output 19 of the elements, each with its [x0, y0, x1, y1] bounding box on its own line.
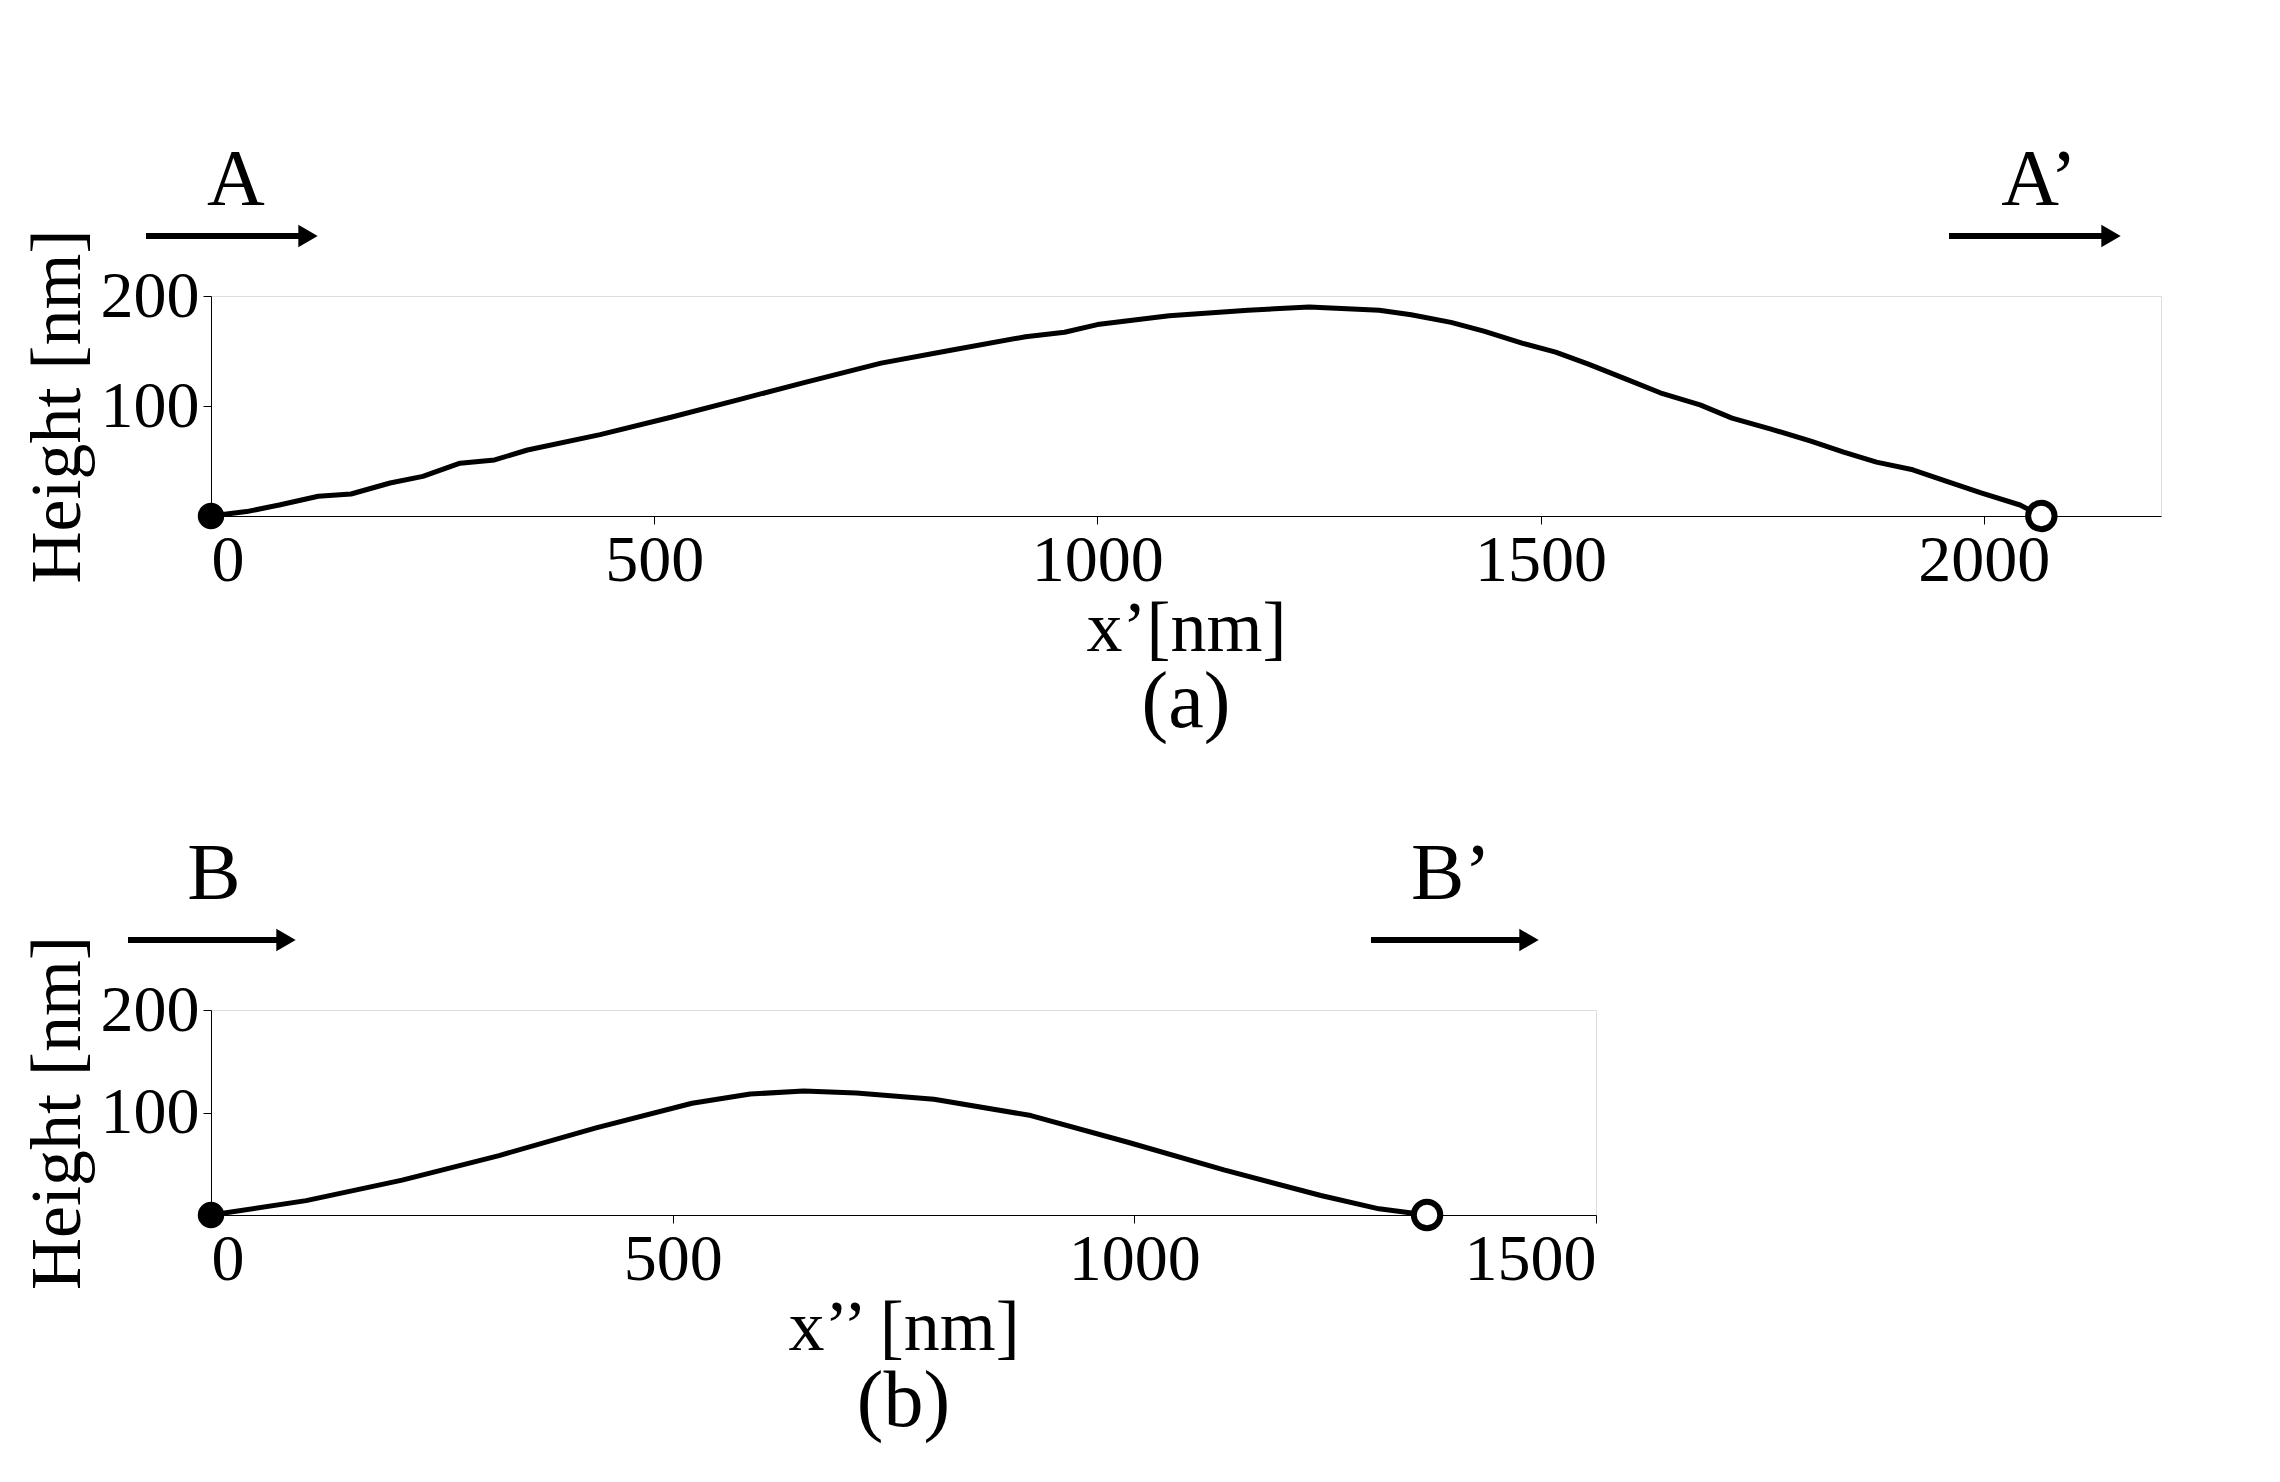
x-tick-label: 500	[623, 1220, 723, 1294]
x-tick-label: 500	[605, 521, 705, 595]
text: B’	[1411, 828, 1491, 916]
y-tick-label: 200	[100, 257, 200, 331]
text: A’	[2001, 134, 2077, 222]
y-tick-label: 100	[100, 367, 200, 441]
x-tick-label: 0	[211, 1220, 245, 1294]
y-axis-title: Height [nm]	[15, 936, 96, 1290]
x-tick-label: 1500	[1464, 1220, 1597, 1294]
x-tick-label: 1000	[1031, 521, 1164, 595]
y-tick-label: 200	[100, 971, 200, 1045]
x-tick-label: 1500	[1475, 521, 1608, 595]
x-tick-label: 1000	[1068, 1220, 1201, 1294]
y-tick-label: 100	[100, 1074, 200, 1147]
y-axis-title: Height [nm]	[15, 229, 96, 584]
text: A	[207, 134, 266, 222]
x-tick-label: 2000	[1918, 521, 2051, 595]
text: B	[187, 828, 241, 916]
x-tick-label: 0	[211, 521, 245, 595]
